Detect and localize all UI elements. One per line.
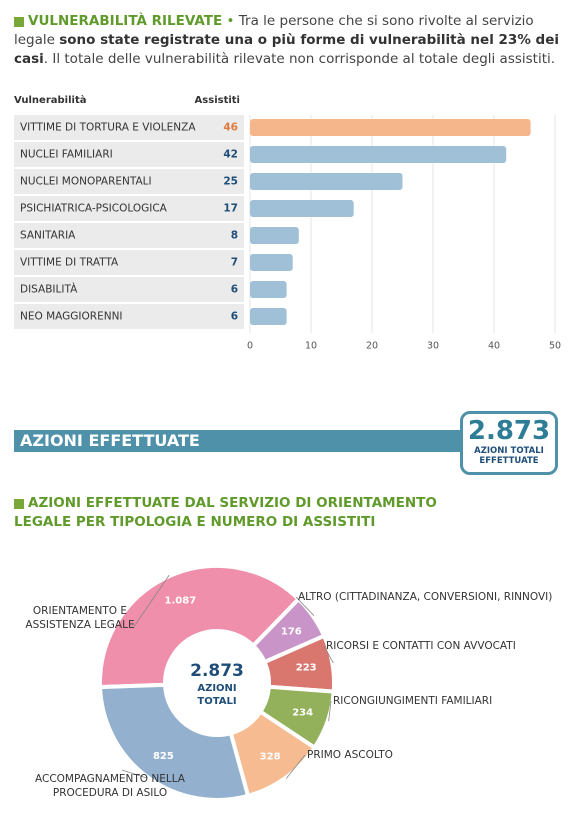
intro-bold: sono state registrate una o più forme di… [14, 32, 559, 67]
bar [250, 119, 531, 136]
category-label: SANITARIA [20, 230, 76, 242]
section-heading: AZIONI EFFETTUATE [14, 430, 464, 452]
donut-center: 2.873 AZIONI TOTALI [177, 660, 257, 708]
bar [250, 227, 299, 244]
value-label: 25 [223, 176, 238, 188]
leader-line [295, 596, 315, 616]
value-label: 6 [231, 284, 238, 296]
x-tick-label: 10 [305, 341, 317, 352]
value-label: 42 [223, 149, 238, 161]
category-label: VITTIME DI TRATTA [20, 257, 119, 269]
row-background [14, 304, 244, 329]
category-label: NEO MAGGIORENNI [20, 311, 123, 323]
category-label: DISABILITÀ [20, 283, 78, 296]
slice-category-label: ORIENTAMENTO E ASSISTENZA LEGALE [25, 605, 135, 631]
bar [250, 173, 403, 190]
leader-line [121, 769, 148, 779]
row-background [14, 250, 244, 275]
value-header: Assistiti [195, 95, 240, 106]
slice-value-label: 223 [296, 663, 317, 674]
row-background [14, 115, 244, 140]
slice-value-label: 1.087 [165, 595, 197, 606]
slice-category-label: PRIMO ASCOLTO [307, 749, 393, 761]
category-header: Vulnerabilità [14, 94, 86, 106]
bar [250, 146, 507, 163]
center-label: AZIONI TOTALI [197, 683, 237, 707]
leader-line [323, 645, 334, 664]
row-background [14, 223, 244, 248]
summary-badge: 2.873 AZIONI TOTALI EFFETTUATE [460, 411, 558, 475]
value-label: 17 [223, 203, 238, 215]
title-square [14, 499, 24, 509]
bar [250, 281, 287, 298]
value-label: 7 [231, 257, 238, 269]
bullet: • [226, 13, 235, 29]
slice-category-label: RICONGIUNGIMENTI FAMILIARI [333, 695, 493, 707]
slice-value-label: 234 [292, 707, 313, 718]
x-tick-label: 0 [247, 341, 253, 352]
category-label: NUCLEI MONOPARENTALI [20, 176, 152, 188]
value-label: 8 [231, 230, 238, 242]
x-tick-label: 30 [427, 341, 439, 352]
x-tick-label: 20 [366, 341, 378, 352]
bar [250, 254, 293, 271]
category-label: NUCLEI FAMILIARI [20, 149, 113, 161]
slice-category-label: ALTRO (CITTADINANZA, CONVERSIONI, RINNOV… [298, 591, 553, 603]
intro-title: VULNERABILITÀ RILEVATE [28, 13, 223, 29]
slice-value-label: 176 [281, 626, 302, 637]
intro-text: . Il totale delle vulnerabilità rilevate… [43, 51, 556, 67]
badge-total: 2.873 [467, 416, 551, 446]
x-tick-label: 40 [488, 341, 500, 352]
slice-category-label: ACCOMPAGNAMENTO NELLA PROCEDURA DI ASILO [35, 773, 185, 799]
value-label: 46 [223, 122, 238, 134]
value-label: 6 [231, 311, 238, 323]
slice-value-label: 825 [153, 751, 174, 762]
row-background [14, 277, 244, 302]
leader-line [285, 754, 306, 779]
intro: VULNERABILITÀ RILEVATE • Tra le persone … [14, 12, 574, 69]
slice-category-label: RICORSI E CONTATTI CON AVVOCATI [326, 640, 516, 652]
row-background [14, 169, 244, 194]
donut-slice [98, 564, 302, 690]
bar [250, 200, 354, 217]
title-square [14, 17, 24, 27]
row-background [14, 142, 244, 167]
donut-title: AZIONI EFFETTUATE DAL SERVIZIO DI ORIENT… [14, 495, 437, 530]
row-background [14, 196, 244, 221]
center-total: 2.873 [190, 661, 244, 681]
slice-value-label: 328 [260, 751, 281, 762]
x-tick-label: 50 [549, 341, 561, 352]
leader-line [132, 574, 170, 629]
intro-text: Tra le persone che si sono rivolte al se… [14, 13, 534, 48]
donut-slice [98, 682, 251, 802]
leader-line [328, 700, 332, 722]
badge-label: AZIONI TOTALI EFFETTUATE [474, 446, 544, 466]
bar [250, 308, 287, 325]
category-label: PSICHIATRICA-PSICOLOGICA [20, 203, 168, 215]
category-label: VITTIME DI TORTURA E VIOLENZA [20, 122, 196, 134]
